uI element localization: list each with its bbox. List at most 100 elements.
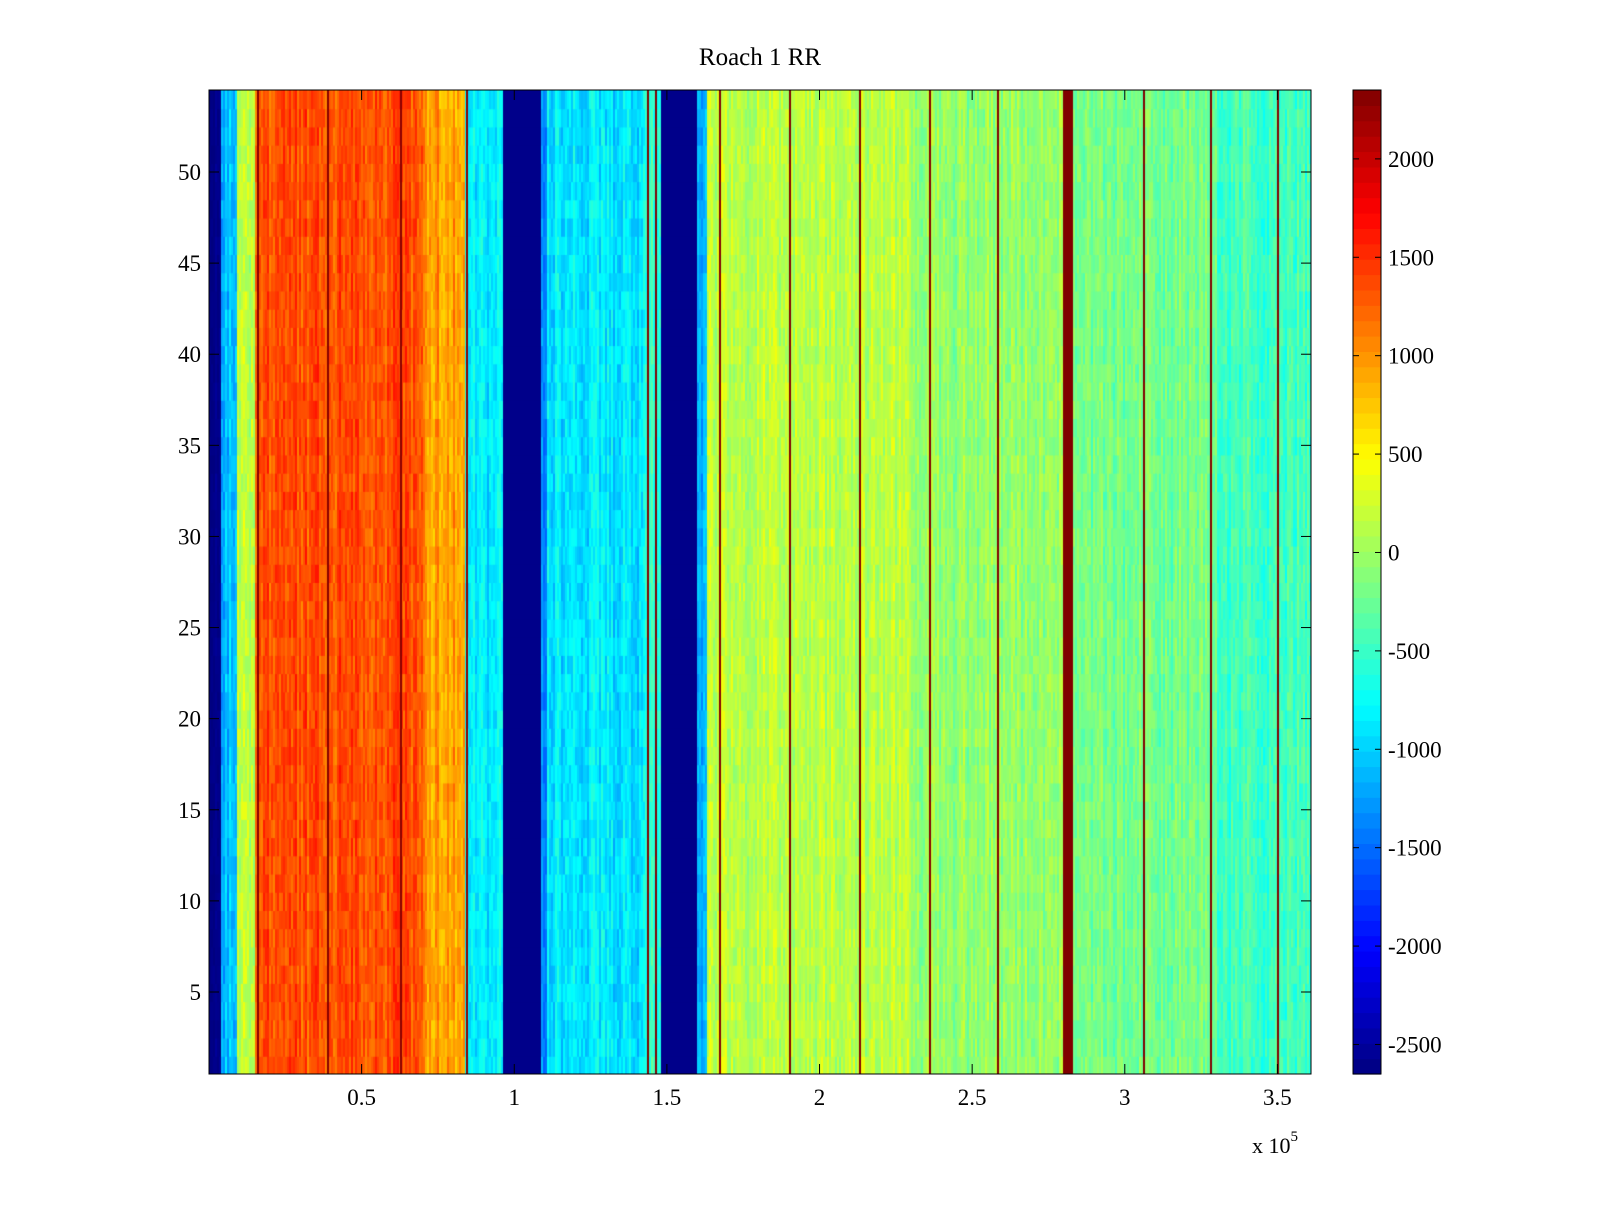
colorbar-swatch — [1353, 582, 1381, 598]
colorbar-swatch — [1353, 812, 1381, 829]
y-tick-label: 40 — [178, 342, 201, 367]
y-tick-label: 30 — [178, 524, 201, 549]
colorbar-swatch — [1353, 320, 1381, 337]
colorbar-tick-label: -2000 — [1388, 934, 1442, 959]
colorbar-swatch — [1353, 566, 1381, 583]
x-tick-label: 3.5 — [1263, 1085, 1292, 1110]
colorbar-swatch — [1353, 505, 1381, 522]
colorbar-swatch — [1353, 981, 1381, 998]
colorbar-swatch — [1353, 120, 1381, 137]
colorbar-swatch — [1353, 274, 1381, 291]
colorbar-swatch — [1353, 935, 1381, 952]
colorbar-swatch — [1353, 551, 1381, 568]
colorbar-swatch — [1353, 166, 1381, 183]
x-tick-label: 2.5 — [958, 1085, 987, 1110]
colorbar-swatch — [1353, 705, 1381, 721]
x-axis-exponent-power: 5 — [1291, 1129, 1299, 1145]
colorbar-swatch — [1353, 351, 1381, 368]
colorbar-swatch — [1353, 889, 1381, 906]
colorbar-swatch — [1353, 843, 1381, 860]
colorbar-swatch — [1353, 766, 1381, 783]
colorbar-swatch — [1353, 628, 1381, 645]
colorbar-swatch — [1353, 382, 1381, 399]
plot-frame — [208, 89, 1312, 1075]
colorbar-swatch — [1353, 674, 1381, 691]
chart-title: Roach 1 RR — [698, 44, 822, 71]
colorbar-swatch — [1353, 858, 1381, 875]
colorbar-swatch — [1353, 920, 1381, 937]
colorbar-swatch — [1353, 535, 1381, 552]
colorbar-swatch — [1353, 720, 1381, 737]
colorbar-tick-label: 0 — [1388, 540, 1400, 565]
colorbar-swatch — [1353, 474, 1381, 491]
colorbar-swatch — [1353, 612, 1381, 629]
colorbar-tick-label: 500 — [1388, 442, 1423, 467]
colorbar-swatch — [1353, 735, 1381, 752]
colorbar-swatch — [1353, 459, 1381, 475]
colorbar-tick-label: -1500 — [1388, 836, 1442, 861]
colorbar-swatch — [1353, 689, 1381, 706]
y-tick-label: 15 — [178, 798, 201, 823]
colorbar-frame — [1352, 89, 1382, 1075]
colorbar-swatch — [1353, 105, 1381, 122]
colorbar-swatch — [1353, 412, 1381, 429]
x-tick-label: 1 — [509, 1085, 521, 1110]
colorbar-swatch — [1353, 966, 1381, 983]
colorbar-swatch — [1353, 243, 1381, 260]
colorbar-swatch — [1353, 797, 1381, 814]
colorbar-swatch — [1353, 259, 1381, 276]
y-tick-label: 25 — [178, 616, 201, 641]
x-tick-label: 0.5 — [347, 1085, 376, 1110]
colorbar-swatch — [1353, 366, 1381, 383]
y-tick-label: 10 — [178, 889, 201, 914]
colorbar-tick-label: -1000 — [1388, 737, 1442, 762]
colorbar-tick-label: 1500 — [1388, 245, 1434, 270]
colorbar-swatch — [1353, 520, 1381, 537]
x-tick-label: 3 — [1119, 1085, 1131, 1110]
colorbar-tick-label: 1000 — [1388, 344, 1434, 369]
colorbar-tick-label: -500 — [1388, 639, 1430, 664]
x-tick-label: 2 — [814, 1085, 826, 1110]
colorbar-swatch — [1353, 658, 1381, 675]
colorbar-swatch — [1353, 90, 1381, 106]
colorbar-swatch — [1353, 1058, 1381, 1075]
colorbar-tick-label: 2000 — [1388, 147, 1434, 172]
y-tick-label: 35 — [178, 433, 201, 458]
heatmap-image — [209, 90, 1311, 1074]
colorbar: 2000 1500 1000 500 0 -500 -1000 -1500 -2000 -2500 — [1352, 89, 1442, 1075]
x-axis: 0.5 1 1.5 2 2.5 3 3.5 — [347, 90, 1292, 1110]
colorbar-swatch — [1353, 997, 1381, 1014]
colorbar-swatch — [1353, 951, 1381, 967]
colorbar-swatch — [1353, 781, 1381, 798]
colorbar-swatch — [1353, 397, 1381, 414]
colorbar-swatch — [1353, 228, 1381, 245]
colorbar-swatch — [1353, 428, 1381, 445]
colorbar-swatch — [1353, 1043, 1381, 1060]
colorbar-swatch — [1353, 643, 1381, 660]
colorbar-swatch — [1353, 305, 1381, 322]
x-tick-label: 1.5 — [653, 1085, 682, 1110]
colorbar-swatch — [1353, 182, 1381, 199]
colorbar-swatch — [1353, 751, 1381, 768]
colorbar-swatch — [1353, 197, 1381, 214]
heatmap-cells — [209, 90, 1311, 1074]
y-tick-label: 20 — [178, 707, 201, 732]
colorbar-swatch — [1353, 489, 1381, 506]
colorbar-swatch — [1353, 289, 1381, 306]
colorbar-swatch — [1353, 1027, 1381, 1044]
colorbar-swatch — [1353, 1012, 1381, 1029]
x-axis-exponent: x 105 — [1252, 1129, 1298, 1158]
y-tick-label: 50 — [178, 160, 201, 185]
colorbar-swatch — [1353, 874, 1381, 891]
colorbar-swatch — [1353, 136, 1381, 153]
colorbar-swatch — [1353, 904, 1381, 921]
colorbar-swatch — [1353, 151, 1381, 168]
colorbar-swatch — [1353, 336, 1381, 352]
colorbar-swatch — [1353, 597, 1381, 614]
colorbar-swatch — [1353, 443, 1381, 460]
colorbar-tick-label: -2500 — [1388, 1032, 1442, 1057]
y-axis: 5 10 15 20 25 30 35 40 45 50 — [178, 160, 1311, 1005]
colorbar-swatch — [1353, 828, 1381, 844]
